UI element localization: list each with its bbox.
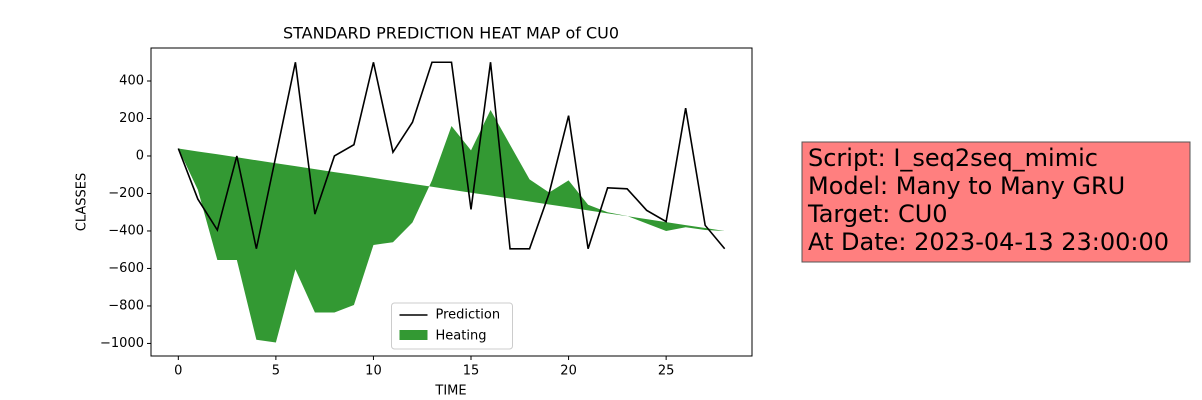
y-tick-label: −800 <box>108 298 144 313</box>
plot-frame <box>150 47 753 357</box>
x-tick-label: 25 <box>658 364 675 379</box>
legend-label: Heating <box>436 329 487 344</box>
y-tick-label: −400 <box>108 223 144 238</box>
heating-area <box>178 110 725 343</box>
y-tick-label: 400 <box>119 73 144 88</box>
annotation-line: Script: I_seq2seq_mimic <box>808 144 1098 172</box>
annotation-line: At Date: 2023-04-13 23:00:00 <box>808 228 1169 256</box>
annotation-line: Target: CU0 <box>807 200 948 228</box>
chart-title: STANDARD PREDICTION HEAT MAP of CU0 <box>283 24 619 43</box>
legend-label: Prediction <box>436 308 501 323</box>
legend-swatch <box>399 330 428 340</box>
y-tick-label: −200 <box>108 186 144 201</box>
annotation-line: Model: Many to Many GRU <box>808 172 1125 200</box>
y-axis-label: CLASSES <box>75 173 90 231</box>
annotation-box <box>801 141 1191 263</box>
prediction-line <box>177 61 726 250</box>
y-tick-label: 0 <box>136 148 144 163</box>
y-tick-label: 200 <box>119 111 144 126</box>
x-tick-label: 5 <box>272 364 280 379</box>
x-tick-label: 15 <box>463 364 480 379</box>
x-tick-label: 20 <box>560 364 577 379</box>
y-tick-label: −600 <box>108 261 144 276</box>
y-tick-label: −1000 <box>100 336 144 351</box>
x-axis-label: TIME <box>434 384 466 399</box>
x-tick-label: 0 <box>174 364 182 379</box>
x-tick-label: 10 <box>365 364 382 379</box>
